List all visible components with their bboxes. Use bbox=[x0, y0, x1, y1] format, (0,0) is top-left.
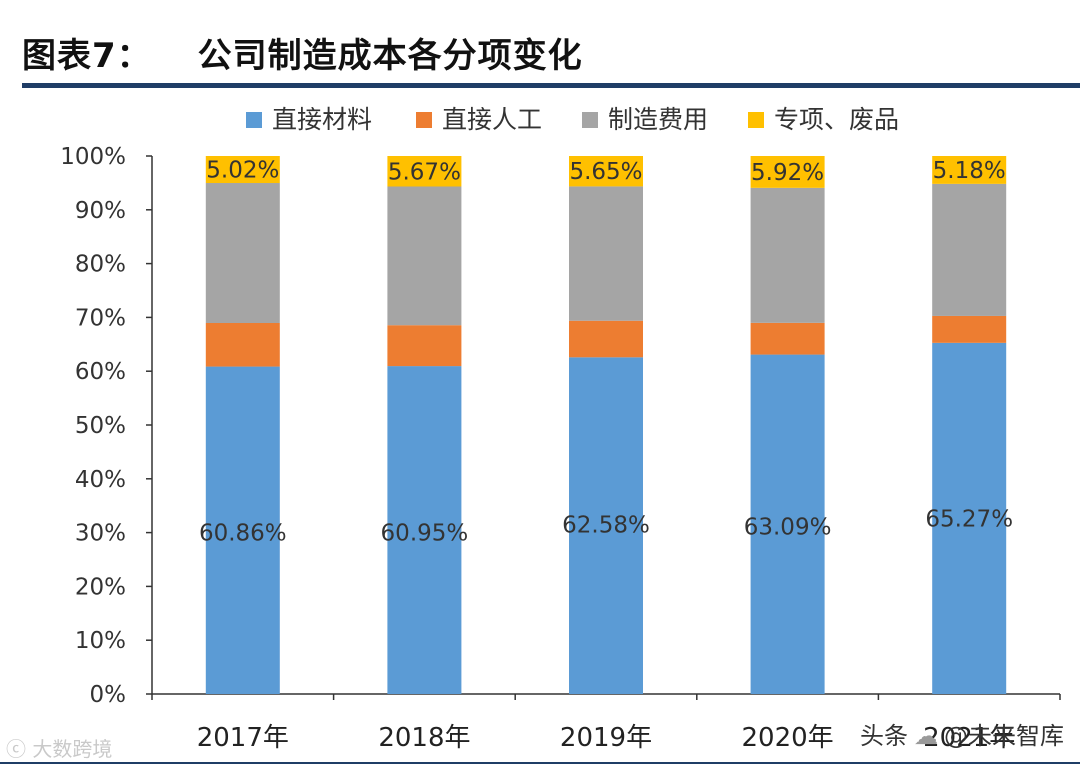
x-tick-label: 2017年 bbox=[197, 723, 289, 753]
cloud-icon: ☁ bbox=[914, 722, 938, 750]
legend-label: 直接人工 bbox=[442, 105, 542, 134]
bar-segment-专项、废品 bbox=[387, 156, 462, 187]
watermark-prefix: 头条 bbox=[860, 722, 908, 750]
data-label-special: 5.18% bbox=[933, 158, 1006, 184]
bar-segment-直接材料 bbox=[750, 354, 825, 694]
bar-segment-专项、废品 bbox=[205, 156, 280, 184]
legend-label: 直接材料 bbox=[272, 105, 372, 134]
y-tick-label: 30% bbox=[75, 521, 126, 547]
data-label-special: 5.65% bbox=[569, 159, 642, 185]
bar-segment-直接人工 bbox=[750, 322, 825, 355]
y-tick-label: 10% bbox=[75, 628, 126, 654]
bar-segment-制造费用 bbox=[387, 186, 462, 326]
y-tick-label: 70% bbox=[75, 305, 126, 331]
y-tick-label: 90% bbox=[75, 198, 126, 224]
bar-segment-制造费用 bbox=[932, 183, 1007, 316]
bar-segment-直接人工 bbox=[569, 320, 643, 358]
figure-title: 公司制造成本各分项变化 bbox=[197, 36, 583, 76]
x-tick-label: 2021年 bbox=[923, 723, 1015, 753]
bar-segment-直接材料 bbox=[205, 366, 280, 694]
bottom-rule bbox=[0, 762, 1080, 764]
title-rule bbox=[22, 83, 1080, 88]
data-label-material: 60.95% bbox=[381, 521, 469, 547]
data-label-special: 5.02% bbox=[206, 158, 279, 184]
y-tick-label: 50% bbox=[75, 413, 126, 439]
bar-segment-直接人工 bbox=[932, 315, 1007, 343]
data-label-special: 5.92% bbox=[751, 160, 824, 186]
x-tick-label: 2020年 bbox=[742, 723, 834, 753]
bar-segment-直接材料 bbox=[387, 366, 462, 694]
legend-swatch bbox=[748, 112, 764, 128]
data-label-material: 62.58% bbox=[562, 513, 650, 539]
chart-title: 图表7： 公司制造成本各分项变化 bbox=[22, 28, 583, 77]
figure-label: 图表7： bbox=[22, 36, 152, 76]
bar-segment-专项、废品 bbox=[750, 156, 825, 188]
watermark-right: 头条 ☁ @未来智库 bbox=[860, 716, 1064, 751]
bar-segment-直接材料 bbox=[932, 342, 1007, 694]
legend-swatch bbox=[246, 112, 262, 128]
bar-segment-制造费用 bbox=[569, 186, 643, 321]
watermark-left: ⓒ 大数跨境 bbox=[6, 737, 113, 761]
data-label-material: 60.86% bbox=[199, 521, 287, 547]
legend-swatch bbox=[416, 112, 432, 128]
data-label-special: 5.67% bbox=[388, 159, 461, 185]
bar-segment-直接人工 bbox=[205, 322, 280, 367]
data-label-material: 65.27% bbox=[925, 507, 1013, 533]
legend-label: 制造费用 bbox=[608, 105, 708, 134]
bar-segment-制造费用 bbox=[205, 183, 280, 323]
bar-segment-直接人工 bbox=[387, 325, 462, 367]
legend-label: 专项、废品 bbox=[774, 105, 899, 134]
y-tick-label: 0% bbox=[90, 682, 127, 708]
y-tick-label: 80% bbox=[75, 252, 126, 278]
watermark-handle: @未来智库 bbox=[944, 722, 1064, 750]
y-tick-label: 40% bbox=[75, 467, 126, 493]
legend-swatch bbox=[582, 112, 598, 128]
data-label-material: 63.09% bbox=[744, 515, 832, 541]
y-tick-label: 60% bbox=[75, 359, 126, 385]
x-tick-label: 2018年 bbox=[378, 723, 470, 753]
bar-segment-直接材料 bbox=[569, 357, 643, 694]
y-tick-label: 100% bbox=[60, 144, 126, 170]
bar-segment-制造费用 bbox=[750, 187, 825, 323]
y-tick-label: 20% bbox=[75, 574, 126, 600]
bar-segment-专项、废品 bbox=[569, 156, 643, 187]
bar-segment-专项、废品 bbox=[932, 156, 1007, 184]
x-tick-label: 2019年 bbox=[560, 723, 652, 753]
